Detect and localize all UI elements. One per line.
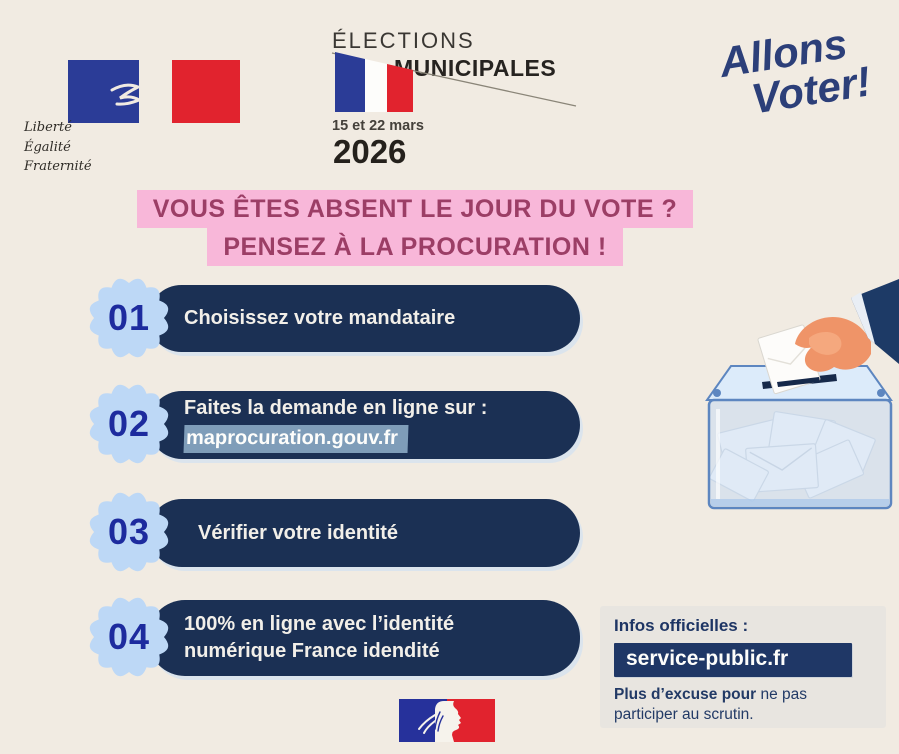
banner-line-1: VOUS ÊTES ABSENT LE JOUR DU VOTE ? [136, 190, 694, 228]
step-3-number: 03 [107, 511, 151, 552]
info-note: Plus d’excuse pour ne pas participer au … [614, 685, 872, 726]
scallop-badge-icon [89, 492, 169, 572]
info-note-bold: Plus d’excuse pour [614, 686, 757, 703]
election-year: 2026 [333, 133, 407, 170]
step-3-badge: 03 [83, 486, 175, 578]
title-municipales: MUNICIPALES [394, 55, 557, 81]
procuration-banner: VOUS ÊTES ABSENT LE JOUR DU VOTE ? PENSE… [90, 190, 740, 266]
marianne-government-logo-icon [68, 60, 240, 123]
step-2-text: Faites la demande en ligne sur : [184, 397, 488, 419]
official-info-panel: Infos officielles : service-public.fr Pl… [600, 606, 886, 728]
step-4-badge: 04 [83, 591, 175, 683]
motto-line: Liberté [24, 120, 72, 135]
election-dates: 15 et 22 mars [332, 118, 424, 134]
scallop-badge-icon [89, 597, 169, 677]
info-label: Infos officielles : [614, 616, 749, 635]
allons-voter-slogan: Allons Voter! [716, 16, 899, 123]
step-1-pill: Choisissez votre mandataire [148, 285, 580, 352]
step-4-text-line2: numérique France idendité [184, 640, 440, 662]
scallop-badge-icon [89, 278, 169, 358]
step-4-text-line1: 100% en ligne avec l’identité [184, 613, 455, 635]
step-3-text: Vérifier votre identité [198, 521, 399, 544]
ballot-box-illustration [705, 279, 899, 510]
motto-line: Égalité [24, 139, 71, 155]
banner-line-2: PENSEZ À LA PROCURATION ! [207, 228, 623, 266]
step-2-badge: 02 [83, 378, 175, 470]
step-1-badge: 01 [83, 272, 175, 364]
title-elections: ÉLECTIONS [332, 28, 475, 53]
step-4-number: 04 [107, 616, 151, 657]
french-flag-icon [331, 52, 577, 112]
step-3-pill: Vérifier votre identité [148, 499, 580, 567]
step-2-number: 02 [107, 403, 151, 444]
step-4-pill: 100% en ligne avec l’identité numérique … [148, 600, 580, 676]
info-note-rest: ne pas participer au scrutin. [614, 686, 807, 724]
step-2-pill: Faites la demande en ligne sur : maprocu… [148, 391, 580, 459]
scallop-badge-icon [89, 384, 169, 464]
step-1-number: 01 [107, 297, 151, 338]
motto-liberte-egalite-fraternite: Liberté Égalité Fraternité [24, 118, 92, 177]
step-2-link-maprocuration: maprocuration.gouv.fr [183, 425, 409, 453]
service-public-link: service-public.fr [614, 643, 852, 677]
step-1-text: Choisissez votre mandataire [184, 307, 456, 329]
marianne-footer-logo-icon [399, 699, 495, 742]
motto-line: Fraternité [24, 159, 92, 174]
